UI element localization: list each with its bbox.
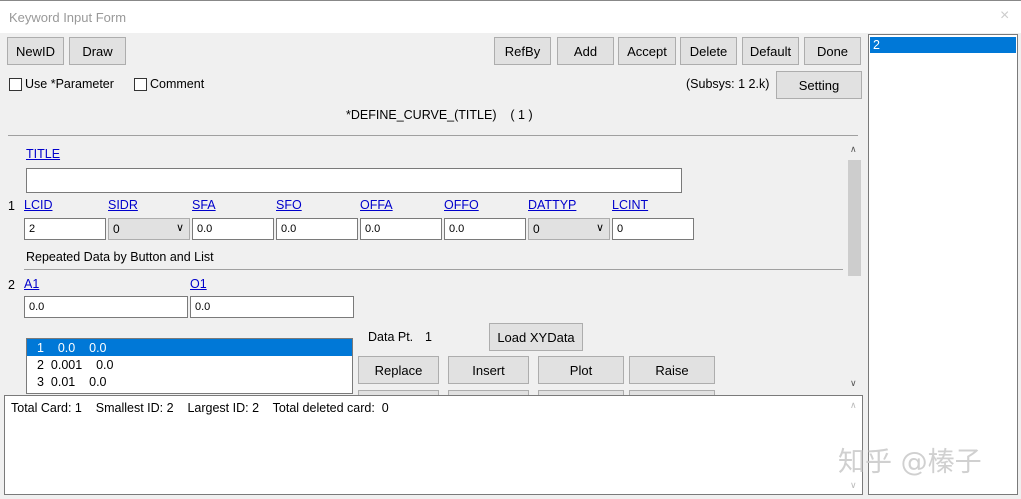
lcid-input[interactable]: 2 <box>24 218 106 240</box>
scroll-up-icon[interactable]: ∧ <box>850 144 857 154</box>
status-panel: Total Card: 1 Smallest ID: 2 Largest ID:… <box>4 395 863 495</box>
load-xydata-button[interactable]: Load XYData <box>489 323 583 351</box>
a1-label[interactable]: A1 <box>24 277 40 291</box>
window-title: Keyword Input Form <box>9 10 127 25</box>
id-list-item[interactable]: 2 <box>870 37 1016 53</box>
field-value: 0 <box>617 223 624 235</box>
id-list[interactable]: 2 <box>868 34 1018 495</box>
title-input[interactable] <box>26 168 682 193</box>
chevron-down-icon[interactable]: ∨ <box>595 222 604 234</box>
list-item[interactable]: 3 0.01 0.0 <box>37 375 107 389</box>
field-value: 0.0 <box>449 223 465 235</box>
list-item[interactable]: 1 0.0 0.0 <box>27 339 352 356</box>
scrollbar-thumb[interactable] <box>848 160 861 276</box>
watermark: 知乎 @榛子 <box>838 447 982 478</box>
a1-input[interactable]: 0.0 <box>24 296 188 318</box>
field-value: 0 <box>113 222 120 236</box>
dattyp-select[interactable]: 0 ∨ <box>528 218 610 240</box>
newid-button[interactable]: NewID <box>7 37 64 65</box>
card-number: 1 <box>8 199 15 213</box>
refby-button[interactable]: RefBy <box>494 37 551 65</box>
o1-label[interactable]: O1 <box>190 277 207 291</box>
scroll-down-icon[interactable]: ∨ <box>850 480 857 490</box>
field-value: 0.0 <box>197 223 213 235</box>
data-points-list[interactable]: 1 0.0 0.0 2 0.001 0.0 3 0.01 0.0 <box>26 338 353 394</box>
title-bar: Keyword Input Form × <box>0 0 1021 33</box>
offa-input[interactable]: 0.0 <box>360 218 442 240</box>
field-label-dattyp[interactable]: DATTYP <box>528 198 577 212</box>
sfa-input[interactable]: 0.0 <box>192 218 274 240</box>
raise-button[interactable]: Raise <box>629 356 715 384</box>
data-pt-label: Data Pt. <box>368 330 414 344</box>
field-label-sfo[interactable]: SFO <box>276 198 302 212</box>
field-label-sidr[interactable]: SIDR <box>108 198 138 212</box>
keyword-header: *DEFINE_CURVE_(TITLE) ( 1 ) <box>346 108 533 122</box>
chevron-down-icon[interactable]: ∨ <box>175 222 184 234</box>
form-scrollbar[interactable]: ∧ ∨ <box>847 142 862 394</box>
plot-button[interactable]: Plot <box>538 356 624 384</box>
field-value: 0 <box>533 222 540 236</box>
sfo-input[interactable]: 0.0 <box>276 218 358 240</box>
divider <box>8 135 858 136</box>
use-parameter-checkbox[interactable] <box>9 78 22 91</box>
replace-button[interactable]: Replace <box>358 356 439 384</box>
lcint-input[interactable]: 0 <box>612 218 694 240</box>
comment-label: Comment <box>150 77 205 91</box>
use-parameter-label: Use *Parameter <box>25 77 114 91</box>
insert-button[interactable]: Insert <box>448 356 529 384</box>
o1-input[interactable]: 0.0 <box>190 296 354 318</box>
default-button[interactable]: Default <box>742 37 799 65</box>
field-label-lcint[interactable]: LCINT <box>612 198 649 212</box>
scroll-up-icon[interactable]: ∧ <box>850 400 857 410</box>
done-button[interactable]: Done <box>804 37 861 65</box>
close-icon[interactable]: × <box>1000 7 1010 24</box>
scroll-down-icon[interactable]: ∨ <box>850 378 857 388</box>
field-label-lcid[interactable]: LCID <box>24 198 53 212</box>
add-button[interactable]: Add <box>557 37 614 65</box>
repeated-data-heading: Repeated Data by Button and List <box>26 250 214 264</box>
field-label-offa[interactable]: OFFA <box>360 198 393 212</box>
list-item[interactable]: 2 0.001 0.0 <box>37 358 114 372</box>
card-number: 2 <box>8 278 15 292</box>
setting-button[interactable]: Setting <box>776 71 862 99</box>
field-label-offo[interactable]: OFFO <box>444 198 479 212</box>
data-pt-value: 1 <box>425 330 432 344</box>
field-value: 0.0 <box>365 223 381 235</box>
draw-button[interactable]: Draw <box>69 37 126 65</box>
status-scrollbar[interactable]: ∧ ∨ <box>846 396 862 494</box>
accept-button[interactable]: Accept <box>618 37 676 65</box>
offo-input[interactable]: 0.0 <box>444 218 526 240</box>
divider <box>24 269 843 270</box>
sidr-select[interactable]: 0 ∨ <box>108 218 190 240</box>
title-field-label[interactable]: TITLE <box>26 147 61 161</box>
subsys-label: (Subsys: 1 2.k) <box>686 77 770 91</box>
status-text: Total Card: 1 Smallest ID: 2 Largest ID:… <box>11 401 389 415</box>
comment-checkbox[interactable] <box>134 78 147 91</box>
field-label-sfa[interactable]: SFA <box>192 198 216 212</box>
delete-button[interactable]: Delete <box>680 37 737 65</box>
field-value: 2 <box>29 223 36 235</box>
field-value: 0.0 <box>281 223 297 235</box>
